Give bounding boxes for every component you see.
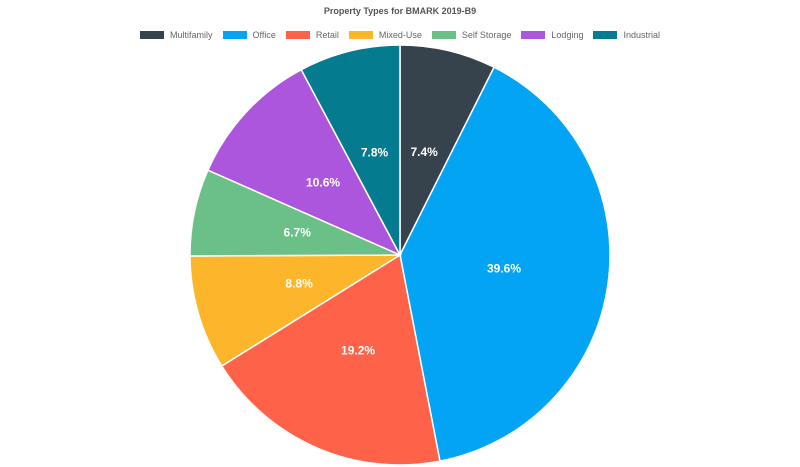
legend-label: Mixed-Use — [378, 30, 422, 40]
legend-item-multifamily[interactable]: Multifamily — [140, 30, 213, 40]
legend-item-retail[interactable]: Retail — [285, 30, 339, 40]
chart-legend: Multifamily Office Retail Mixed-Use Self Sto… — [0, 28, 800, 42]
legend-item-lodging[interactable]: Lodging — [521, 30, 583, 40]
pie-slice-retail[interactable] — [220, 253, 441, 466]
legend-swatch — [593, 31, 618, 39]
legend-label: Retail — [315, 30, 339, 40]
chart-title: Property Types for BMARK 2019-B9 — [323, 6, 477, 16]
legend-label: Multifamily — [170, 30, 213, 40]
legend-label: Office — [252, 30, 276, 40]
slice-value-label: 39.6% — [487, 261, 521, 275]
legend-swatch — [140, 31, 164, 39]
pie-slice-lodging[interactable] — [206, 68, 402, 257]
legend-item-industrial[interactable]: Industrial — [593, 30, 660, 40]
legend-label: Lodging — [551, 30, 584, 40]
slice-value-label: 7.8% — [361, 145, 389, 159]
legend-swatch — [285, 31, 310, 39]
pie-slice-multifamily[interactable] — [399, 44, 496, 256]
legend-item-office[interactable]: Office — [222, 30, 276, 40]
pie-slice-office[interactable] — [399, 66, 611, 463]
legend-item-mixed-use[interactable]: Mixed-Use — [348, 30, 422, 40]
legend-label: Industrial — [623, 30, 660, 40]
pie-slice-mixed-use[interactable] — [189, 254, 403, 368]
legend-swatch — [222, 31, 247, 39]
legend-label: Self Storage — [461, 30, 512, 40]
legend-swatch — [521, 31, 546, 39]
legend-swatch — [348, 31, 373, 39]
slice-value-label: 6.7% — [284, 226, 312, 240]
legend-swatch — [431, 31, 456, 39]
legend-item-self-storage[interactable]: Self Storage — [431, 30, 512, 40]
slice-value-label: 7.4% — [410, 145, 438, 159]
pie-slice-industrial[interactable] — [300, 44, 401, 256]
slice-value-label: 19.2% — [341, 343, 375, 357]
slice-value-label: 8.8% — [285, 276, 313, 290]
slice-value-label: 10.6% — [306, 176, 340, 190]
